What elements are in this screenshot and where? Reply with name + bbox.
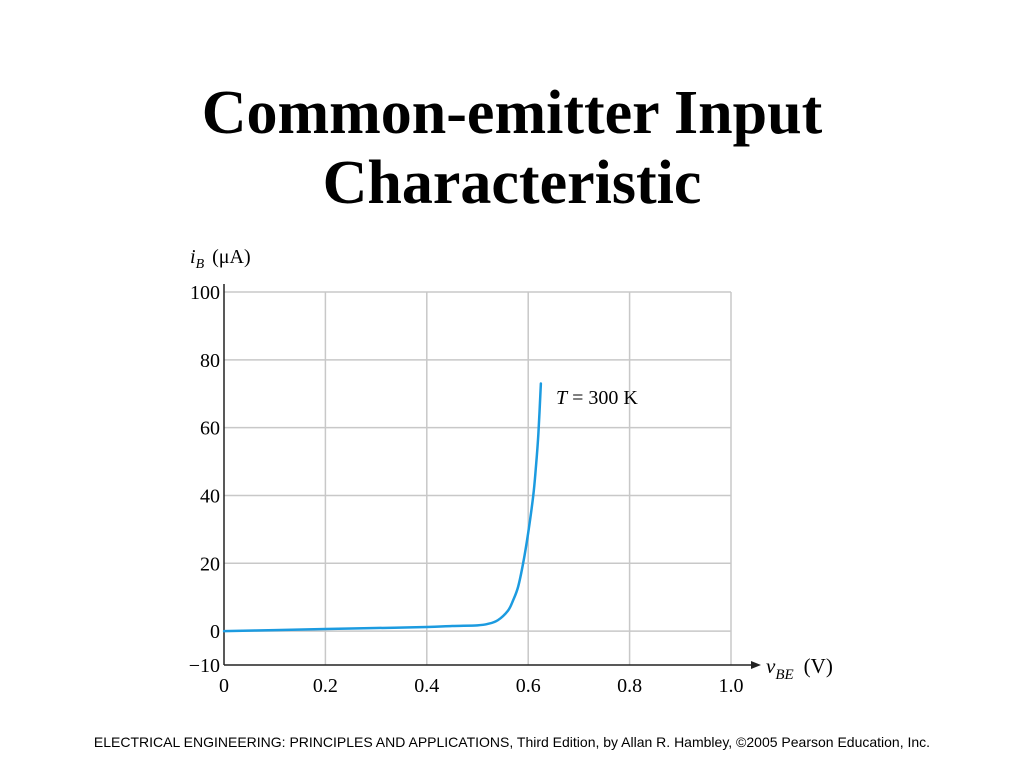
y-tick-label: 40 [200, 485, 220, 507]
chart-series [222, 382, 543, 633]
x-axis-symbol: v [766, 654, 776, 678]
y-tick-label: 60 [200, 418, 220, 440]
y-axis-unit: (μA) [212, 246, 251, 268]
annotation-symbol: T [556, 387, 569, 409]
chart-axes [223, 284, 761, 669]
y-axis-subscript: B [196, 257, 205, 272]
slide-title-line-2: Characteristic [322, 149, 702, 217]
x-tick-label: 0.2 [313, 675, 338, 697]
x-tick-label: 1.0 [719, 675, 744, 697]
annotation-text: = 300 K [567, 387, 638, 409]
x-tick-label: 0.4 [414, 675, 439, 697]
y-tick-label: 100 [190, 282, 220, 304]
y-tick-label: 80 [200, 350, 220, 372]
x-tick-label: 0.6 [516, 675, 541, 697]
y-axis-symbol: i [190, 246, 196, 268]
copyright-footer: ELECTRICAL ENGINEERING: PRINCIPLES AND A… [93, 734, 931, 750]
y-tick-label: 0 [210, 621, 220, 643]
y-tick-label: 20 [200, 553, 220, 575]
x-axis-subscript: BE [775, 667, 793, 683]
curve-annotation: T = 300 K [556, 387, 638, 409]
slide-title-line-1: Common-emitter Input [201, 79, 823, 147]
x-axis-title: vBE (V) [766, 654, 833, 683]
x-axis-arrowhead [751, 661, 761, 669]
y-tick-label: −10 [189, 655, 220, 677]
x-tick-label: 0 [219, 675, 229, 697]
slide-title: Common-emitter Input Characteristic [0, 78, 1024, 218]
chart-grid [224, 291, 732, 665]
y-axis-title: iB (μA) [190, 246, 251, 272]
x-tick-label: 0.8 [617, 675, 642, 697]
x-axis-unit: (V) [804, 654, 833, 678]
series-line [222, 382, 543, 633]
